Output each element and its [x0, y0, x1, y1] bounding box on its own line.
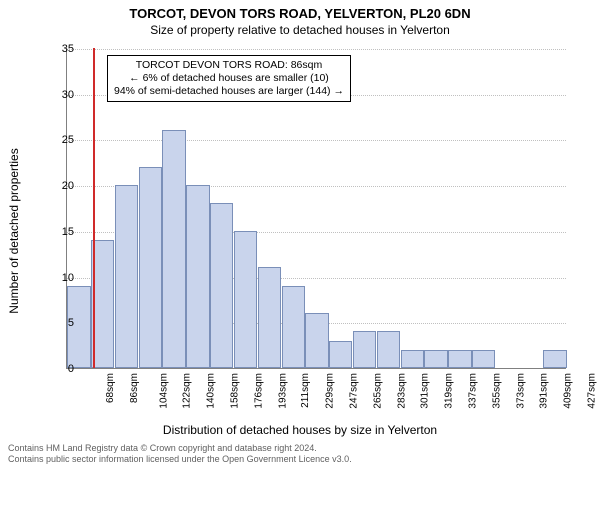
property-marker-line [93, 48, 95, 368]
x-tick-label: 355sqm [491, 373, 502, 409]
x-tick-label: 68sqm [105, 373, 116, 403]
histogram-bar [282, 286, 305, 368]
x-tick-label: 283sqm [396, 373, 407, 409]
x-tick-label: 229sqm [325, 373, 336, 409]
histogram-bar [353, 331, 376, 368]
x-tick-label: 122sqm [182, 373, 193, 409]
histogram-bar [305, 313, 328, 368]
y-tick-label: 0 [44, 363, 74, 375]
y-tick-label: 30 [44, 89, 74, 101]
histogram-bar [139, 167, 162, 368]
histogram-bar [329, 341, 352, 368]
x-tick-label: 247sqm [349, 373, 360, 409]
main-title: TORCOT, DEVON TORS ROAD, YELVERTON, PL20… [0, 6, 600, 21]
y-tick-label: 5 [44, 317, 74, 329]
footer-line: Contains public sector information licen… [8, 454, 592, 465]
sub-title: Size of property relative to detached ho… [0, 23, 600, 37]
x-tick-label: 373sqm [515, 373, 526, 409]
y-tick-label: 20 [44, 180, 74, 192]
gridline [67, 140, 566, 141]
histogram-bar [186, 185, 209, 368]
y-axis-label: Number of detached properties [7, 148, 21, 313]
x-tick-label: 158sqm [230, 373, 241, 409]
gridline [67, 49, 566, 50]
histogram-bar [401, 350, 424, 368]
histogram-bar [448, 350, 471, 368]
y-tick-label: 25 [44, 134, 74, 146]
x-tick-label: 104sqm [158, 373, 169, 409]
x-tick-label: 193sqm [277, 373, 288, 409]
histogram-bar [377, 331, 400, 368]
x-tick-label: 337sqm [468, 373, 479, 409]
histogram-bar [424, 350, 447, 368]
histogram-bar [543, 350, 566, 368]
x-tick-label: 211sqm [300, 373, 311, 408]
y-tick-label: 15 [44, 226, 74, 238]
x-tick-label: 427sqm [587, 373, 598, 409]
y-tick-label: 35 [44, 43, 74, 55]
x-tick-label: 176sqm [253, 373, 264, 409]
y-tick-label: 10 [44, 272, 74, 284]
chart-area: Number of detached properties TORCOT DEV… [20, 41, 580, 421]
annotation-box: TORCOT DEVON TORS ROAD: 86sqm ← 6% of de… [107, 55, 351, 102]
x-axis-label: Distribution of detached houses by size … [0, 423, 600, 437]
histogram-bar [472, 350, 495, 368]
annotation-line: ← 6% of detached houses are smaller (10) [114, 72, 344, 85]
x-tick-label: 319sqm [444, 373, 455, 409]
x-tick-label: 391sqm [539, 373, 550, 409]
footer-line: Contains HM Land Registry data © Crown c… [8, 443, 592, 454]
histogram-bar [234, 231, 257, 368]
x-tick-label: 86sqm [129, 373, 140, 403]
annotation-line: TORCOT DEVON TORS ROAD: 86sqm [114, 59, 344, 72]
x-tick-label: 301sqm [420, 373, 431, 409]
x-tick-label: 409sqm [563, 373, 574, 409]
x-tick-label: 265sqm [372, 373, 383, 409]
histogram-bar [258, 267, 281, 368]
x-tick-label: 140sqm [206, 373, 217, 409]
annotation-line: 94% of semi-detached houses are larger (… [114, 85, 344, 98]
histogram-bar [210, 203, 233, 368]
histogram-bar [115, 185, 138, 368]
histogram-bar [162, 130, 185, 368]
footer-attribution: Contains HM Land Registry data © Crown c… [8, 443, 592, 465]
plot-region: TORCOT DEVON TORS ROAD: 86sqm ← 6% of de… [66, 49, 566, 369]
